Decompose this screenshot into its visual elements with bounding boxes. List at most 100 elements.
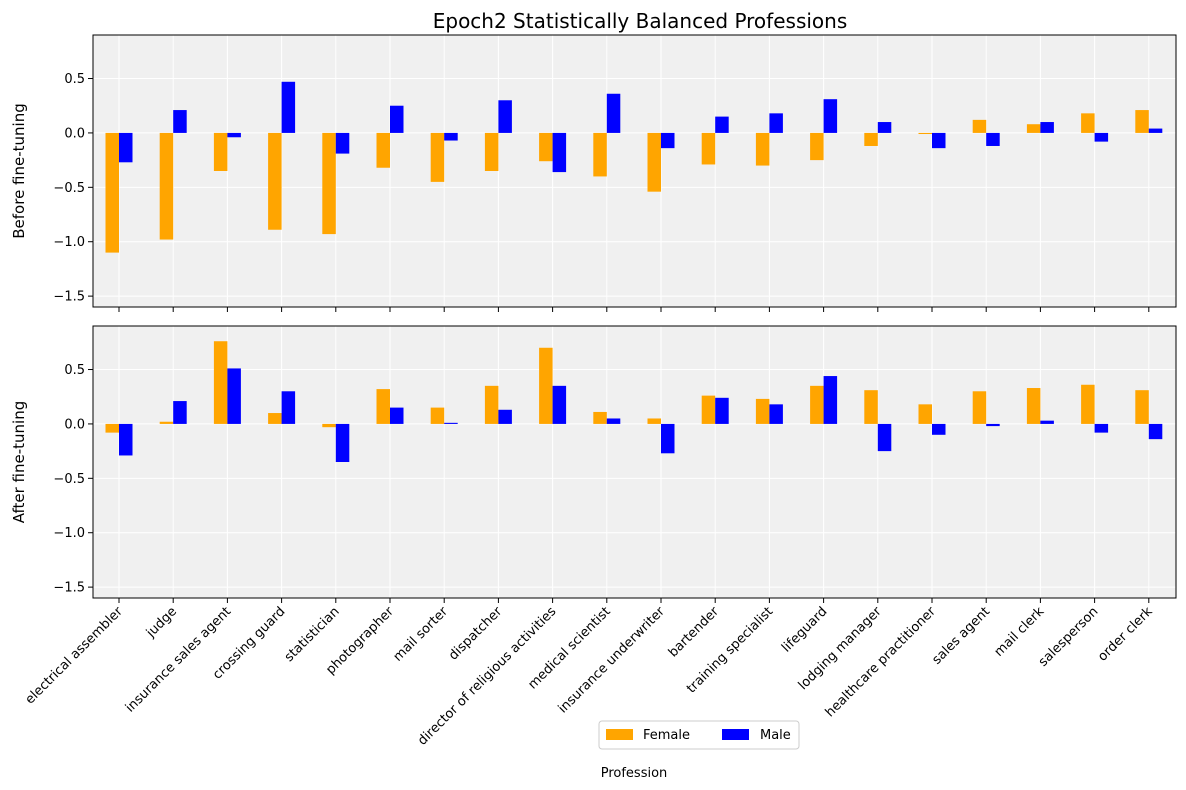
- bar-female-15: [918, 132, 932, 135]
- bar-male-18: [1094, 132, 1109, 142]
- bar-male-16: [986, 132, 1000, 146]
- bar-male-13: [823, 99, 838, 133]
- bar-female-0: [105, 132, 119, 253]
- y-tick-label: 0.5: [64, 363, 85, 378]
- bar-male-7: [498, 100, 512, 133]
- bar-male-14: [877, 423, 892, 452]
- bar-male-8: [552, 132, 567, 173]
- bar-male-17: [1040, 122, 1054, 133]
- bar-female-17: [1026, 124, 1041, 133]
- y-tick-label: −0.5: [53, 472, 85, 487]
- bar-female-6: [430, 407, 445, 424]
- legend-swatch-female: [606, 729, 633, 740]
- y-tick-label: −1.5: [53, 290, 85, 305]
- bar-male-10: [661, 423, 675, 454]
- y-tick-label: 0.0: [64, 417, 85, 432]
- bar-male-19: [1148, 128, 1163, 133]
- bar-female-9: [593, 132, 607, 177]
- bar-male-11: [715, 116, 729, 133]
- y-tick-label: −1.0: [53, 235, 85, 250]
- bar-male-10: [661, 132, 675, 149]
- x-tick-label: judge: [143, 604, 180, 641]
- bar-male-1: [173, 401, 187, 424]
- bar-male-6: [444, 132, 458, 141]
- bar-female-13: [810, 132, 824, 161]
- legend: Female Male: [598, 720, 800, 750]
- bar-male-9: [606, 418, 621, 424]
- bar-female-14: [864, 390, 878, 424]
- x-axis-label: Profession: [601, 766, 668, 781]
- bar-male-16: [986, 423, 1000, 427]
- bar-female-7: [484, 385, 499, 424]
- bar-male-14: [877, 122, 892, 133]
- bar-female-14: [864, 132, 878, 146]
- legend-frame: [598, 720, 800, 750]
- x-tick-label: healthcare practitioner: [823, 604, 940, 721]
- x-tick-label: insurance underwriter: [556, 604, 669, 717]
- y-tick-label: 0.0: [64, 126, 85, 141]
- bar-female-16: [972, 391, 987, 424]
- plot-frame: [92, 325, 1177, 599]
- y-tick-label: −1.0: [53, 526, 85, 541]
- bar-female-2: [213, 132, 228, 171]
- legend-label-male: Male: [760, 728, 791, 743]
- bar-male-19: [1148, 423, 1163, 440]
- bar-male-7: [498, 409, 512, 424]
- bar-female-1: [159, 132, 174, 240]
- x-tick-label: mail sorter: [391, 604, 452, 665]
- y-axis-label: After fine-tuning: [10, 401, 28, 523]
- x-tick-label: order clerk: [1095, 604, 1156, 665]
- bar-female-12: [755, 132, 770, 166]
- bar-male-4: [335, 423, 350, 462]
- plot-frame: [92, 34, 1177, 308]
- bar-female-11: [701, 395, 716, 424]
- bar-female-18: [1081, 113, 1095, 133]
- bar-female-11: [701, 132, 716, 165]
- x-tick-label: electrical assembler: [23, 604, 127, 708]
- bar-female-4: [322, 132, 336, 235]
- bar-male-12: [769, 113, 783, 133]
- x-tick-label: insurance sales agent: [123, 604, 234, 715]
- x-tick-label: dispatcher: [446, 604, 506, 664]
- bar-female-5: [376, 389, 390, 424]
- x-tick-label: lifeguard: [779, 604, 830, 655]
- bar-female-4: [322, 423, 336, 428]
- bar-male-18: [1094, 423, 1109, 433]
- bar-male-13: [823, 376, 838, 424]
- bar-male-2: [227, 132, 241, 138]
- legend-label-female: Female: [643, 728, 690, 743]
- y-tick-label: 0.5: [64, 72, 85, 87]
- bar-female-19: [1135, 110, 1149, 133]
- bar-female-8: [539, 132, 553, 162]
- bar-male-0: [119, 423, 133, 456]
- bar-female-3: [268, 132, 282, 230]
- plot-area: [93, 35, 1176, 307]
- bar-male-17: [1040, 420, 1054, 424]
- bar-female-0: [105, 423, 119, 433]
- bar-female-19: [1135, 390, 1149, 424]
- bar-male-11: [715, 397, 729, 424]
- y-axis-label: Before fine-tuning: [10, 103, 28, 239]
- bar-female-3: [268, 413, 282, 424]
- y-tick-label: −1.5: [53, 581, 85, 596]
- bar-female-18: [1081, 384, 1095, 424]
- bar-female-2: [213, 341, 228, 424]
- bar-male-12: [769, 404, 783, 424]
- bar-male-3: [281, 81, 296, 133]
- bar-female-10: [647, 418, 661, 424]
- bar-female-7: [484, 132, 499, 171]
- bar-male-15: [932, 423, 946, 435]
- bar-male-15: [932, 132, 946, 149]
- bar-female-13: [810, 385, 824, 424]
- bar-female-8: [539, 347, 553, 424]
- bar-female-10: [647, 132, 661, 192]
- bar-female-9: [593, 411, 607, 424]
- chart-title: Epoch2 Statistically Balanced Profession…: [433, 9, 848, 33]
- panel-before: 0.5 0.0 −0.5 −1.0 −1.5 Before fine-tuning: [10, 34, 1177, 312]
- y-tick-label: −0.5: [53, 181, 85, 196]
- plot-area: [93, 326, 1176, 598]
- bar-female-16: [972, 119, 987, 133]
